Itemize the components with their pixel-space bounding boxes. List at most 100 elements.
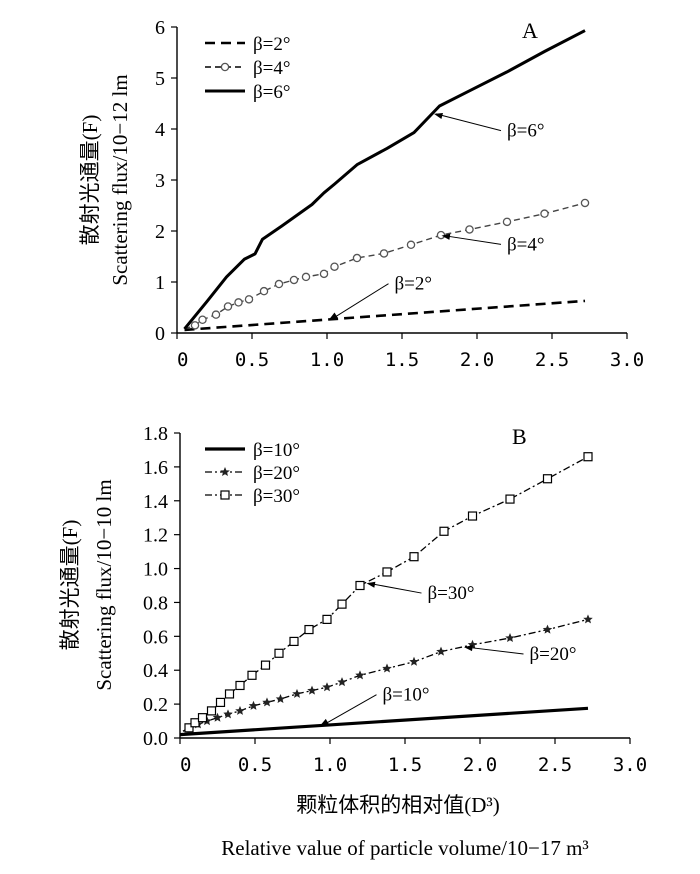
data-point — [505, 494, 515, 504]
x-tick-label: 1.5 — [385, 349, 419, 371]
x-tick-label: 0 — [177, 349, 188, 371]
data-point — [436, 230, 446, 240]
x-tick-label: 2.5 — [535, 349, 569, 371]
data-point — [248, 700, 259, 710]
series-line — [183, 29, 586, 330]
data-point — [583, 614, 593, 624]
data-point — [330, 262, 339, 271]
annotation: β=30° — [366, 581, 474, 604]
legend-label: β=20° — [253, 463, 300, 484]
y-tick-label: 3 — [155, 170, 165, 192]
annotation-label: β=4° — [507, 234, 544, 255]
data-point — [352, 253, 362, 263]
series-line — [184, 202, 586, 330]
y-tick-label: 0.0 — [143, 728, 168, 750]
data-point — [465, 225, 474, 234]
data-point — [215, 697, 226, 708]
data-point — [304, 624, 314, 635]
x-tick-label: 2.0 — [463, 754, 497, 776]
x-tick-label: 1.5 — [388, 754, 422, 776]
y-axis-label-cn: 散射光通量(F) — [78, 115, 102, 246]
data-point — [409, 552, 419, 562]
y-tick-label: 0.2 — [143, 694, 168, 716]
panel-a: 0 1 2 3 4 5 6 0 0.5 1.0 1.5 2.0 2.5 3.0 散射光通量(F) Scatte… — [78, 17, 644, 371]
series-line — [179, 706, 589, 737]
data-point — [220, 467, 230, 477]
x-tick-label: 2.0 — [460, 349, 494, 371]
data-point — [235, 705, 245, 715]
x-tick-label: 1.0 — [313, 754, 347, 776]
annotation: β=10° — [320, 685, 430, 727]
annotation: β=20° — [464, 644, 576, 665]
panel-letter: B — [512, 424, 527, 449]
legend-item: β=4° — [205, 58, 290, 79]
data-point — [211, 310, 221, 319]
x-axis-label-cn: 颗粒体积的相对值(D³) — [296, 793, 499, 817]
series-dashdot-square — [182, 452, 593, 733]
annotation-label: β=10° — [383, 685, 430, 706]
data-point — [235, 680, 245, 691]
data-point — [224, 689, 235, 699]
data-point — [247, 670, 257, 680]
annotation: β=6° — [434, 113, 544, 142]
data-point — [292, 688, 302, 698]
data-point — [289, 275, 299, 285]
y-axis-label-en: Scattering flux/10−12 lm — [108, 74, 132, 285]
series-dashdot-star — [182, 614, 593, 732]
annotation-arrowhead — [434, 113, 443, 119]
y-tick-label: 1.0 — [143, 559, 168, 581]
y-tick-label: 0.6 — [143, 626, 168, 648]
y-tick-label: 1.4 — [143, 491, 168, 513]
series-dashed — [184, 299, 586, 332]
y-tick-label: 1.8 — [143, 423, 168, 445]
data-point — [262, 697, 272, 707]
data-point — [301, 272, 311, 282]
x-tick-label: 2.5 — [538, 754, 572, 776]
annotation: β=2° — [329, 274, 432, 321]
x-tick-label: 1.0 — [310, 349, 344, 371]
data-point — [234, 298, 243, 307]
y-tick-label: 6 — [155, 17, 165, 39]
y-tick-label: 1.2 — [143, 525, 168, 547]
annotation-label: β=20° — [530, 644, 577, 665]
data-point — [223, 709, 233, 719]
x-axis-label-en: Relative value of particle volume/10−17 … — [221, 836, 588, 860]
data-point — [382, 567, 392, 577]
data-point — [319, 269, 329, 279]
data-point — [355, 580, 365, 591]
data-point — [382, 663, 392, 673]
annotation-arrow — [435, 113, 502, 132]
data-point — [184, 723, 194, 733]
series-solid-thick — [179, 706, 589, 737]
y-tick-label: 0.8 — [143, 592, 168, 614]
series-line — [184, 299, 586, 332]
data-point — [260, 660, 271, 670]
annotation-arrowhead — [464, 645, 473, 652]
y-tick-label: 1 — [155, 272, 165, 294]
data-point — [355, 670, 365, 680]
data-point — [505, 633, 515, 643]
annotation-arrowhead — [320, 718, 329, 726]
data-point — [580, 198, 590, 208]
data-point — [542, 624, 553, 634]
x-tick-label: 0 — [180, 754, 191, 776]
series-solid — [183, 29, 586, 330]
x-tick-label: 0.5 — [235, 349, 269, 371]
data-point — [212, 712, 223, 722]
data-point — [540, 209, 549, 218]
data-point — [244, 295, 254, 304]
data-point — [542, 474, 553, 484]
annotation-arrow — [330, 283, 389, 321]
data-point — [289, 636, 299, 647]
data-point — [379, 249, 389, 258]
x-tick-label: 0.5 — [238, 754, 272, 776]
data-point — [190, 321, 200, 330]
legend-label: β=6° — [253, 82, 290, 103]
y-tick-label: 0 — [155, 323, 165, 345]
legend-item: β=6° — [205, 82, 290, 103]
panel-letter: A — [522, 18, 538, 43]
legend-item: β=10° — [205, 440, 300, 461]
x-tick-label: 3.0 — [613, 754, 647, 776]
data-point — [220, 62, 230, 72]
